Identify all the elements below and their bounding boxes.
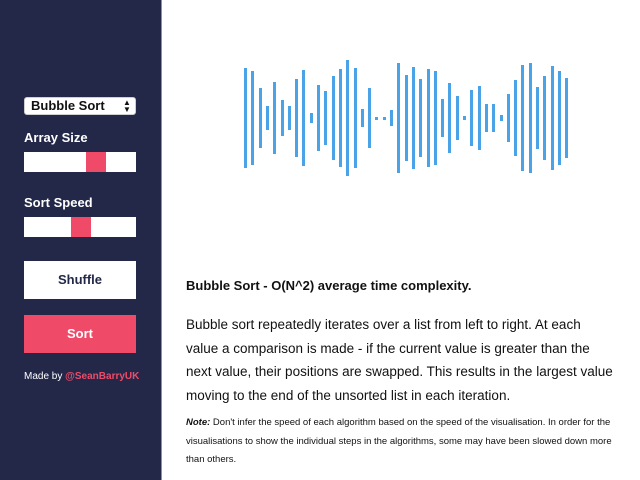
array-bar	[565, 78, 569, 158]
array-bar	[302, 70, 306, 166]
array-bar	[477, 85, 481, 151]
array-bar	[280, 100, 284, 136]
array-bar	[244, 67, 247, 169]
array-bar	[514, 79, 518, 157]
array-bar	[338, 69, 342, 167]
sidebar: Bubble Sort ▲ ▼ Array Size Sort Speed Shu…	[0, 0, 162, 480]
array-bar	[484, 104, 488, 132]
array-bar	[404, 75, 408, 161]
array-bar	[360, 109, 364, 127]
array-bar	[521, 65, 525, 171]
array-bar	[317, 85, 320, 151]
array-bar	[331, 76, 335, 160]
array-bar	[397, 62, 401, 174]
array-bar	[536, 86, 539, 150]
array-bar	[287, 106, 291, 130]
array-bar	[346, 60, 350, 176]
algorithm-description: Bubble sort repeatedly iterates over a l…	[186, 317, 613, 403]
array-bar	[295, 79, 299, 157]
array-size-label: Array Size	[24, 130, 88, 145]
sort-visualisation	[240, 56, 570, 180]
sort-speed-label: Sort Speed	[24, 195, 93, 210]
array-bar	[455, 95, 459, 141]
array-size-slider-thumb[interactable]	[86, 152, 106, 172]
array-bar	[419, 79, 423, 157]
algorithm-select[interactable]: Bubble Sort ▲ ▼	[24, 97, 136, 115]
array-bar	[506, 94, 510, 142]
shuffle-button[interactable]: Shuffle	[24, 261, 136, 299]
array-bar	[390, 109, 393, 127]
note-text: Don't infer the speed of each algorithm …	[186, 417, 612, 465]
array-bar	[470, 90, 474, 146]
note-label: Note:	[186, 417, 211, 428]
array-bar	[375, 116, 379, 120]
sort-button[interactable]: Sort	[24, 315, 136, 353]
algorithm-title: Bubble Sort - O(N^2) average time comple…	[186, 278, 472, 293]
array-bar	[499, 115, 503, 121]
array-bar	[557, 71, 561, 165]
credit-prefix: Made by	[24, 371, 66, 382]
algorithm-select-value: Bubble Sort	[31, 98, 105, 113]
array-bar	[273, 82, 277, 154]
array-bar	[368, 88, 372, 148]
chevron-up-down-icon: ▲ ▼	[123, 98, 131, 114]
array-bar	[382, 116, 386, 120]
array-bar	[448, 83, 452, 153]
array-bar	[258, 88, 262, 148]
sort-speed-slider[interactable]	[24, 217, 136, 237]
array-size-slider[interactable]	[24, 152, 136, 172]
array-bar	[492, 103, 496, 133]
array-bar	[528, 62, 532, 174]
array-bar	[426, 69, 430, 167]
array-bar	[543, 76, 547, 160]
array-bar	[265, 106, 269, 130]
array-bar	[353, 67, 357, 169]
array-bar	[251, 71, 255, 165]
author-link[interactable]: @SeanBarryUK	[65, 371, 140, 382]
array-bar	[441, 99, 445, 137]
array-bar	[324, 91, 328, 145]
array-bar	[433, 71, 437, 165]
disclaimer-note: Note: Don't infer the speed of each algo…	[186, 414, 616, 470]
array-bar	[309, 112, 313, 124]
array-bar	[550, 66, 554, 170]
credit-text: Made by @SeanBarryUK	[24, 371, 139, 382]
array-bar	[411, 67, 415, 169]
sort-speed-slider-thumb[interactable]	[71, 217, 91, 237]
array-bar	[463, 116, 466, 120]
